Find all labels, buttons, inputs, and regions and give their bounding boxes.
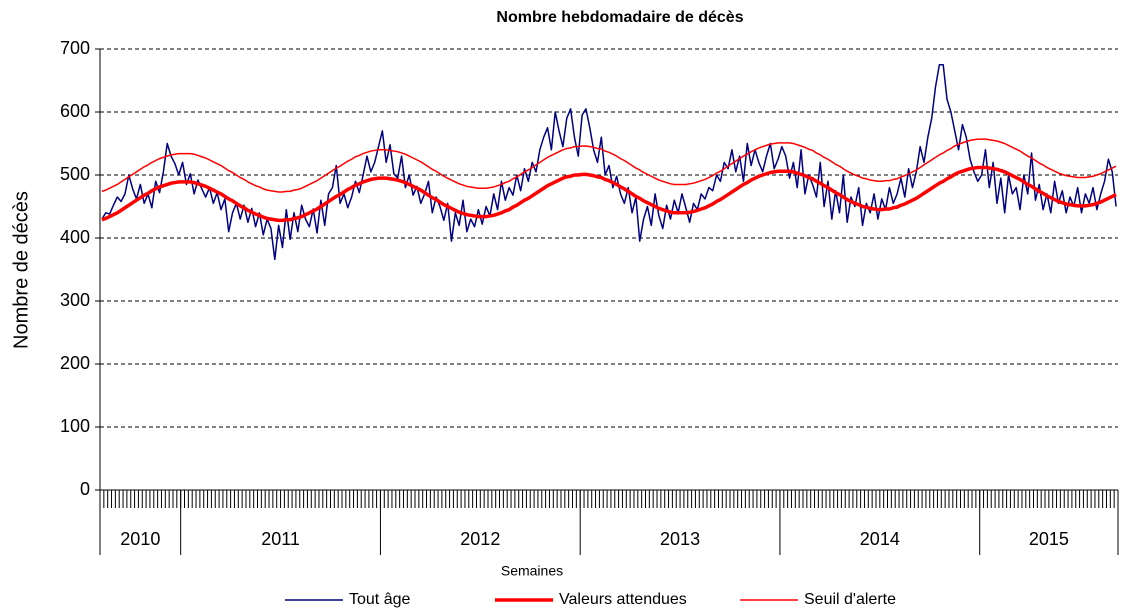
y-tick-label: 300 xyxy=(60,290,90,310)
x-group-label: 2011 xyxy=(261,529,300,549)
y-tick-label: 500 xyxy=(60,164,90,184)
x-group-label: 2012 xyxy=(460,529,500,549)
x-axis-title: Semaines xyxy=(501,563,563,579)
y-tick-label: 0 xyxy=(80,479,90,499)
x-group-label: 2014 xyxy=(860,529,900,549)
y-tick-label: 700 xyxy=(60,38,90,58)
y-tick-label: 400 xyxy=(60,227,90,247)
chart-title: Nombre hebdomadaire de décès xyxy=(496,9,743,26)
legend-label: Seuil d'alerte xyxy=(804,591,896,608)
y-tick-label: 600 xyxy=(60,101,90,121)
legend-label: Valeurs attendues xyxy=(559,591,687,608)
series-line xyxy=(101,64,1117,261)
y-axis-title: Nombre de décès xyxy=(10,191,32,349)
x-group-label: 2010 xyxy=(120,529,160,549)
legend-label: Tout âge xyxy=(349,591,410,608)
series-line xyxy=(101,138,1117,193)
y-tick-label: 100 xyxy=(60,416,90,436)
x-group-label: 2015 xyxy=(1029,529,1069,549)
series-line xyxy=(101,165,1117,223)
x-group-label: 2013 xyxy=(660,529,700,549)
y-tick-label: 200 xyxy=(60,353,90,373)
